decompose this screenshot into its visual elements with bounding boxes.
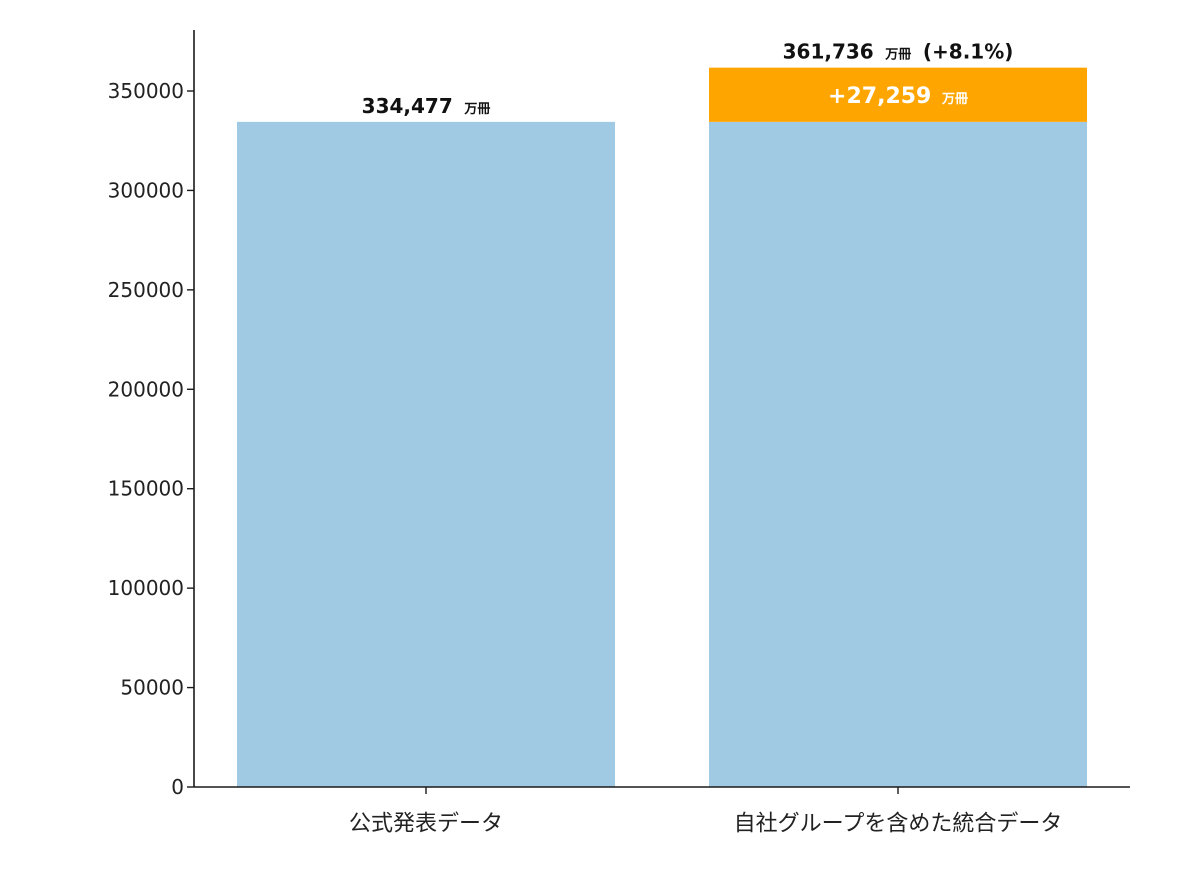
bar1-total-number: 334,477 bbox=[362, 94, 453, 118]
bar1-total-label: 334,477 万冊 bbox=[362, 94, 491, 118]
bar2-increment-number: +27,259 bbox=[828, 84, 931, 109]
x-category-label: 公式発表データ bbox=[349, 812, 503, 837]
y-tick-label: 200000 bbox=[108, 377, 184, 401]
bar2-increment-label: +27,259 万冊 bbox=[828, 84, 968, 109]
bar1-total-unit: 万冊 bbox=[463, 102, 490, 117]
x-axis-ticks: 公式発表データ 自社グループを含めた統合データ bbox=[349, 787, 1062, 837]
x-category-label: 自社グループを含めた統合データ bbox=[734, 812, 1063, 837]
bar2-total-unit: 万冊 bbox=[884, 48, 911, 63]
y-tick-label: 50000 bbox=[120, 676, 184, 700]
bar-increment-segment bbox=[709, 67, 1087, 122]
bar-base-segment bbox=[237, 121, 615, 787]
y-tick-label: 250000 bbox=[108, 278, 184, 302]
bar2-total-label: 361,736 万冊 (+8.1%) bbox=[783, 40, 1014, 64]
axes-group bbox=[193, 30, 1130, 788]
bar2-increment-unit: 万冊 bbox=[941, 92, 968, 107]
y-tick-label: 300000 bbox=[108, 178, 184, 202]
bar-base-segment bbox=[709, 121, 1087, 787]
y-tick-label: 100000 bbox=[108, 576, 184, 600]
y-tick-label: 150000 bbox=[108, 477, 184, 501]
bar2-total-change: (+8.1%) bbox=[923, 40, 1014, 64]
bars-group bbox=[237, 67, 1087, 787]
y-tick-label: 350000 bbox=[108, 79, 184, 103]
bar2-total-number: 361,736 bbox=[783, 40, 874, 64]
y-tick-label: 0 bbox=[171, 775, 184, 799]
y-axis-ticks: 0 50000 100000 150000 200000 250000 300000 3500… bbox=[108, 79, 194, 799]
